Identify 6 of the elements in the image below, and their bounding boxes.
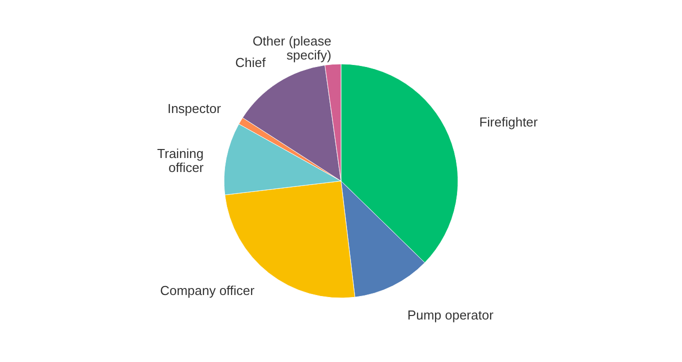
slice-label: Company officer	[160, 283, 256, 298]
slice-label: Firefighter	[479, 114, 538, 130]
slice-label: Chief	[235, 55, 266, 70]
slice-label: Training officer	[157, 146, 204, 175]
slice-label: Inspector	[167, 100, 222, 116]
slice-label: Pump operator	[407, 307, 494, 322]
